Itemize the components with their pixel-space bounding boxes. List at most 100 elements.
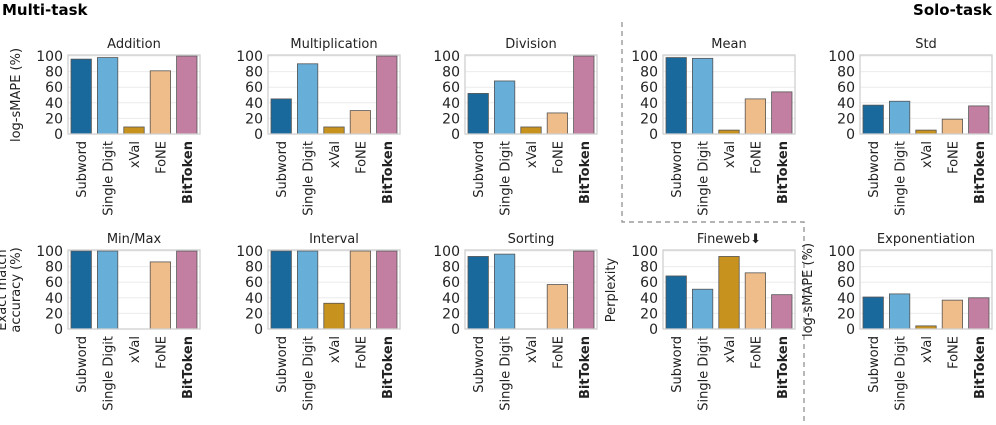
x-tick-label: Single Digit (302, 336, 317, 411)
bar-single-digit (97, 250, 119, 330)
y-tick-label: 40 (640, 291, 658, 307)
y-tick-label: 80 (442, 260, 460, 276)
y-axis-label: Perplexity (604, 257, 619, 322)
bar-single-digit (889, 293, 911, 330)
plot-frame (662, 249, 796, 330)
y-tick-label: 100 (631, 244, 658, 260)
y-tick-label: 100 (433, 244, 460, 260)
x-tick-label: Subword (867, 336, 882, 393)
x-tick-label: BitToken (578, 336, 593, 399)
x-tick-label: Single Digit (499, 336, 514, 411)
y-tick-label: 80 (45, 65, 63, 81)
bar-xval (520, 126, 542, 135)
bar-fone (546, 284, 569, 330)
bar-xval (323, 302, 345, 330)
bar-subword (862, 296, 884, 330)
y-tick-label: 0 (54, 322, 63, 338)
bar-fone (941, 299, 964, 330)
bar-bittoken (176, 55, 198, 135)
bar-single-digit (296, 250, 319, 330)
y-tick-label: 80 (245, 260, 263, 276)
bar-fone (149, 261, 171, 330)
chart-title: Multiplication (290, 37, 377, 52)
multi-task-heading: Multi-task (2, 1, 88, 19)
x-tick-label: FoNE (551, 141, 566, 174)
y-tick-label: 0 (846, 127, 855, 143)
y-tick-label: 20 (640, 306, 658, 322)
x-tick-label: Single Digit (102, 336, 117, 411)
y-tick-label: 20 (442, 111, 460, 127)
bar-bittoken (376, 250, 398, 330)
bar-fone (349, 110, 372, 135)
y-tick-label: 40 (837, 291, 855, 307)
y-tick-label: 40 (245, 96, 263, 112)
plot-frame (859, 249, 993, 330)
plot-frame (859, 54, 993, 135)
x-tick-label: Subword (275, 336, 290, 393)
y-tick-label: 80 (245, 65, 263, 81)
solo-task-heading: Solo-task (913, 1, 992, 19)
chart-title: Fineweb⬇ (697, 232, 761, 247)
chart-title: Interval (309, 232, 359, 247)
bar-bittoken (376, 55, 398, 135)
x-tick-label: Single Digit (894, 336, 909, 411)
x-tick-label: FoNE (354, 141, 369, 174)
x-tick-label: xVal (328, 141, 343, 168)
y-tick-label: 100 (828, 49, 855, 65)
plot-frame (67, 249, 201, 330)
bar-fone (546, 112, 569, 135)
chart-title: Sorting (508, 232, 555, 247)
bar-single-digit (889, 100, 911, 135)
x-tick-label: BitToken (578, 141, 593, 204)
x-tick-label: FoNE (154, 141, 169, 174)
plot-frame (267, 249, 401, 330)
bar-single-digit (296, 63, 319, 135)
chart-title: Addition (107, 37, 161, 52)
y-tick-label: 20 (245, 111, 263, 127)
y-tick-label: 0 (649, 127, 658, 143)
x-tick-label: xVal (723, 336, 738, 363)
y-tick-label: 20 (45, 306, 63, 322)
x-tick-label: xVal (128, 336, 143, 363)
x-tick-label: Subword (472, 336, 487, 393)
y-tick-label: 80 (640, 260, 658, 276)
bar-bittoken (573, 55, 595, 135)
bar-subword (467, 93, 489, 135)
bar-single-digit (493, 253, 516, 330)
chart-title: Min/Max (107, 232, 162, 247)
plot-frame (662, 54, 796, 135)
x-tick-label: Single Digit (302, 141, 317, 216)
y-tick-label: 100 (36, 49, 63, 65)
bar-subword (467, 256, 489, 330)
x-tick-label: BitToken (381, 336, 396, 399)
x-tick-label: Single Digit (499, 141, 514, 216)
y-tick-label: 100 (433, 49, 460, 65)
bar-bittoken (771, 91, 793, 135)
y-tick-label: 60 (640, 275, 658, 291)
plot-frame (464, 249, 598, 330)
y-tick-label: 80 (45, 260, 63, 276)
plot-frame (267, 54, 401, 135)
x-tick-label: Subword (867, 141, 882, 198)
x-tick-label: BitToken (776, 141, 791, 204)
y-tick-label: 0 (54, 127, 63, 143)
bar-bittoken (573, 250, 595, 330)
y-tick-label: 60 (245, 275, 263, 291)
bar-xval (718, 256, 740, 330)
y-tick-label: 0 (451, 127, 460, 143)
y-tick-label: 80 (837, 260, 855, 276)
y-axis-label: Exact match (0, 249, 10, 330)
y-tick-label: 40 (245, 291, 263, 307)
bar-subword (862, 104, 884, 135)
x-tick-label: xVal (525, 141, 540, 168)
y-tick-label: 80 (442, 65, 460, 81)
bar-fone (349, 250, 372, 330)
bar-single-digit (692, 57, 714, 135)
y-tick-label: 20 (45, 111, 63, 127)
